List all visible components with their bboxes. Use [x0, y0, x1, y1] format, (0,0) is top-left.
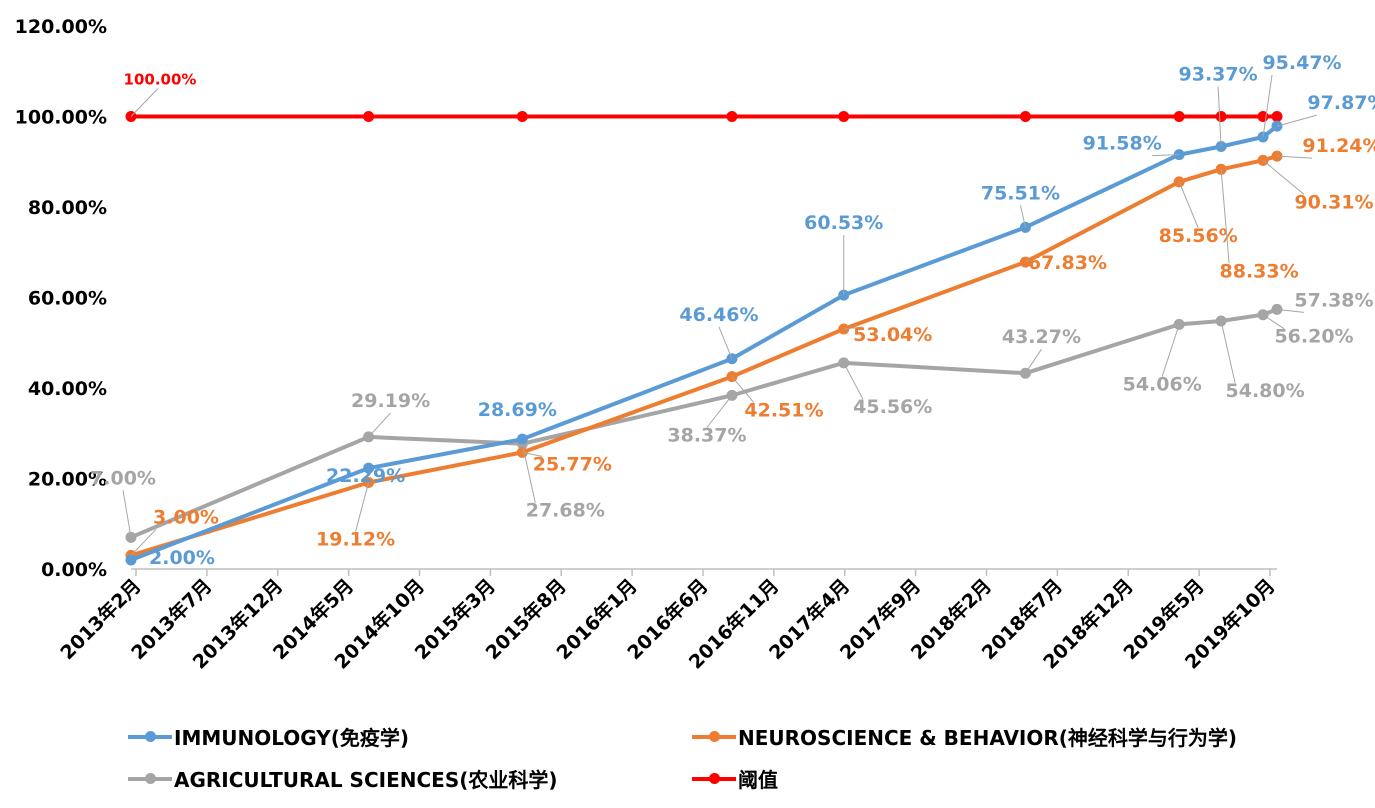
- leader-line: [843, 326, 863, 330]
- data-label: 91.58%: [1083, 133, 1162, 155]
- data-label: 85.56%: [1159, 225, 1238, 247]
- leader-line: [1262, 314, 1285, 330]
- leader-line: [706, 395, 733, 428]
- legend-swatch-threshold: [692, 772, 736, 784]
- data-label: 19.12%: [316, 528, 395, 550]
- leader-line: [731, 376, 755, 403]
- data-label: 88.33%: [1220, 260, 1299, 282]
- data-label: 2.00%: [149, 547, 215, 569]
- data-label: 97.87%: [1307, 92, 1375, 114]
- data-point: [516, 433, 528, 445]
- legend: IMMUNOLOGY(免疫学) NEUROSCIENCE & BEHAVIOR(…: [0, 712, 1375, 808]
- series-line: [130, 154, 1278, 558]
- legend-swatch-immunology: [128, 730, 172, 742]
- data-label: 57.38%: [1294, 289, 1373, 311]
- y-tick-label: 120.00%: [15, 16, 107, 38]
- leader-line: [1152, 154, 1180, 157]
- series-line: [130, 124, 1279, 562]
- legend-label-threshold: 阈值: [738, 768, 778, 792]
- leader-line: [130, 88, 159, 117]
- data-label: 91.24%: [1302, 135, 1375, 157]
- data-point: [1173, 111, 1185, 122]
- data-label: 60.53%: [804, 212, 883, 234]
- legend-item-immunology: IMMUNOLOGY(免疫学): [128, 722, 409, 751]
- data-point: [363, 462, 375, 474]
- leader-line: [521, 443, 536, 503]
- data-label: 22.29%: [326, 465, 405, 487]
- leader-line: [122, 490, 132, 538]
- leader-line: [522, 451, 543, 457]
- legend-label-neuroscience: NEUROSCIENCE & BEHAVIOR(神经科学与行为学): [738, 726, 1238, 750]
- data-label: 100.00%: [124, 71, 197, 89]
- data-point: [125, 554, 137, 566]
- chart-canvas: 0.00% 20.00% 40.00% 60.00% 80.00% 100.00% 120.…: [15, 16, 1375, 673]
- data-label: 3.00%: [153, 506, 219, 528]
- leader-line: [1276, 155, 1313, 159]
- leader-line: [1025, 254, 1038, 263]
- leader-line: [1025, 348, 1042, 374]
- data-label: 29.19%: [351, 390, 430, 412]
- data-label: 25.77%: [533, 453, 612, 475]
- legend-swatch-neuroscience: [692, 730, 736, 742]
- data-label: 53.04%: [853, 324, 932, 346]
- data-label: 46.46%: [679, 304, 758, 326]
- leader-line: [1262, 159, 1305, 195]
- data-label: 56.20%: [1274, 326, 1353, 348]
- data-point: [1215, 111, 1227, 122]
- data-point: [516, 111, 528, 122]
- leader-line: [1178, 181, 1199, 229]
- data-point: [1019, 111, 1031, 122]
- data-label: 95.47%: [1262, 52, 1341, 74]
- leader-line: [1276, 114, 1318, 127]
- data-point: [363, 111, 375, 122]
- y-tick-label: 80.00%: [28, 197, 107, 219]
- legend-item-neuroscience: NEUROSCIENCE & BEHAVIOR(神经科学与行为学): [692, 722, 1237, 751]
- data-label: 54.06%: [1123, 373, 1202, 395]
- data-point: [1271, 111, 1283, 122]
- leader-line: [1220, 169, 1230, 264]
- data-label: 93.37%: [1179, 64, 1258, 86]
- data-label: 28.69%: [478, 399, 557, 421]
- legend-label-agricultural: AGRICULTURAL SCIENCES(农业科学): [174, 768, 558, 792]
- data-label: 90.31%: [1294, 191, 1373, 213]
- series-line: [130, 307, 1278, 540]
- data-label: 45.56%: [853, 396, 932, 418]
- legend-item-threshold: 阈值: [692, 764, 778, 793]
- data-label: 42.51%: [744, 400, 823, 422]
- leader-line: [1276, 308, 1305, 313]
- y-tick-label: 20.00%: [28, 469, 107, 491]
- leader-line: [1220, 320, 1236, 384]
- data-point: [838, 111, 850, 122]
- data-label: 67.83%: [1028, 252, 1107, 274]
- legend-item-agricultural: AGRICULTURAL SCIENCES(农业科学): [128, 764, 558, 793]
- y-tick-label: 100.00%: [15, 107, 107, 129]
- y-tick-label: 0.00%: [41, 559, 107, 581]
- leader-line: [355, 482, 370, 532]
- data-label: 38.37%: [667, 424, 746, 446]
- legend-swatch-agricultural: [128, 772, 172, 784]
- leader-line: [1161, 324, 1180, 377]
- data-label: 27.68%: [526, 500, 605, 522]
- leader-line: [368, 412, 391, 438]
- data-label: 7.00%: [90, 467, 156, 489]
- leader-line: [130, 529, 157, 556]
- data-label: 43.27%: [1002, 326, 1081, 348]
- data-label: 54.80%: [1226, 380, 1305, 402]
- y-tick-label: 40.00%: [28, 378, 107, 400]
- data-label: 75.51%: [981, 182, 1060, 204]
- leader-line: [1019, 205, 1026, 228]
- leader-line: [1217, 86, 1222, 147]
- legend-label-immunology: IMMUNOLOGY(免疫学): [174, 726, 409, 750]
- y-tick-label: 60.00%: [28, 288, 107, 310]
- leader-line: [718, 326, 733, 359]
- leader-line: [843, 362, 864, 400]
- data-point: [726, 111, 738, 122]
- leader-line: [1262, 74, 1273, 138]
